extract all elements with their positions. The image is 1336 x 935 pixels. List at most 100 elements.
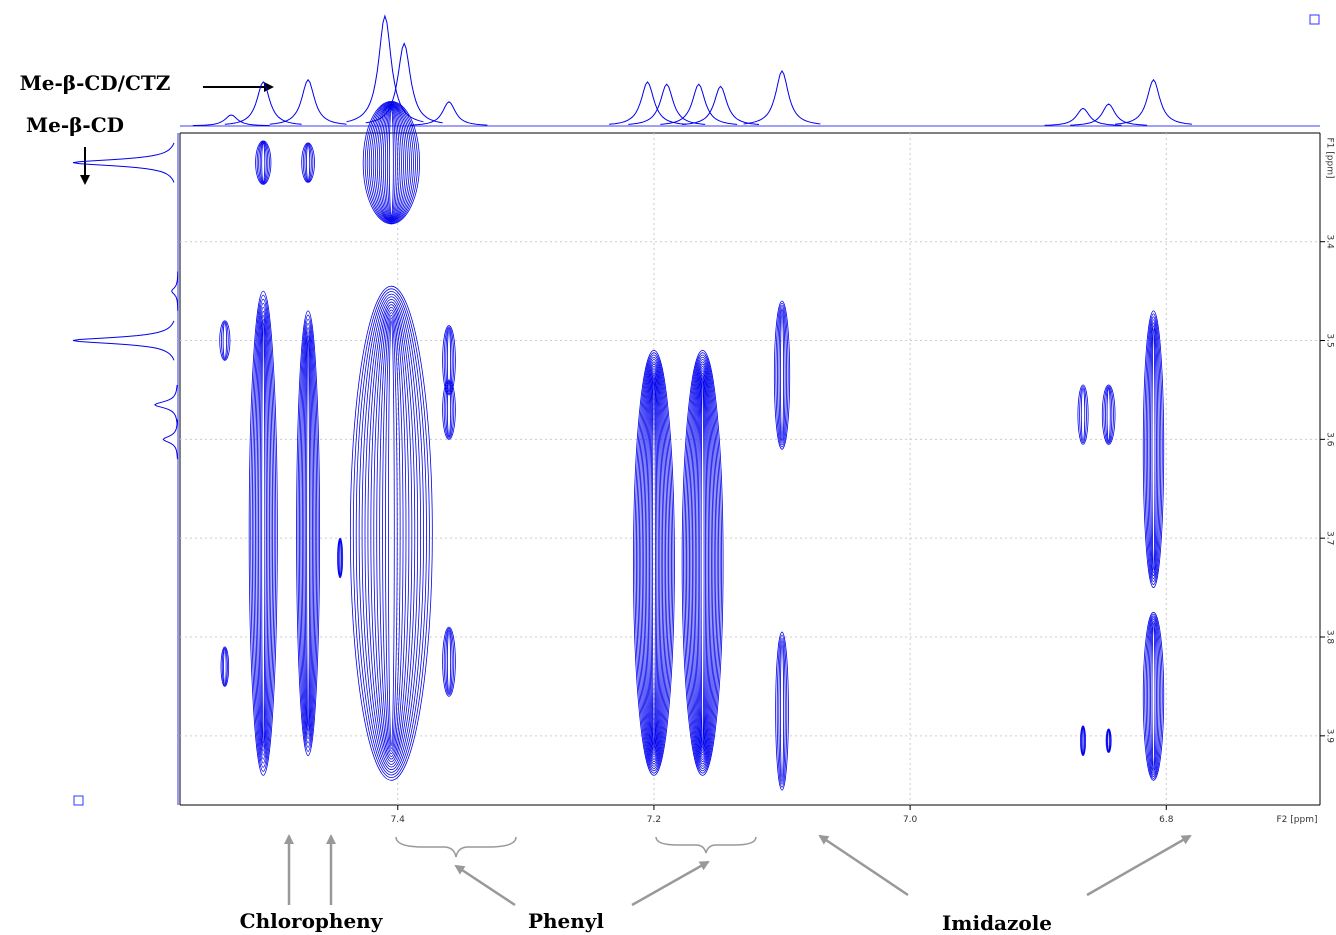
- contour-level: [446, 329, 451, 392]
- contour-level: [386, 108, 396, 217]
- contour-level: [689, 361, 717, 765]
- x-tick-label: 7.2: [647, 815, 661, 825]
- projection-peak: [72, 320, 175, 361]
- contour-level: [687, 359, 718, 767]
- contour-level: [780, 309, 784, 441]
- contour-level: [256, 141, 270, 185]
- contour-level: [445, 629, 453, 695]
- contour-level: [297, 314, 319, 752]
- contour-level: [372, 104, 410, 222]
- contour-level: [1148, 619, 1159, 774]
- contour-level: [778, 307, 786, 443]
- contour-level: [1150, 325, 1157, 574]
- contour-level: [775, 302, 789, 448]
- contour-level: [261, 322, 266, 744]
- projection-peak: [609, 81, 687, 125]
- contour-level: [1105, 386, 1113, 443]
- contour-level: [1080, 726, 1086, 756]
- projection-peak: [269, 78, 347, 125]
- contour-level: [644, 368, 664, 758]
- contour-level: [253, 302, 274, 764]
- contour-peak: [301, 142, 315, 183]
- annotation-arrows: [80, 82, 1192, 907]
- projection-peak: [1115, 78, 1192, 125]
- contour-level: [256, 310, 270, 756]
- contour-level: [261, 143, 266, 183]
- y-tick-label: 3.9: [1325, 729, 1335, 744]
- projection-peak: [743, 70, 821, 125]
- contour-level: [373, 306, 410, 760]
- contour-peak: [775, 631, 789, 791]
- annotation: Me-β-CD/CTZ: [20, 71, 171, 95]
- contour-level: [337, 537, 344, 579]
- contour-level: [1145, 615, 1162, 778]
- x-tick-label: 7.4: [391, 815, 406, 825]
- contour-peak: [349, 285, 433, 781]
- y-tick-label: 3.7: [1325, 531, 1335, 545]
- contour-level: [304, 335, 312, 731]
- projection-peak: [72, 142, 175, 183]
- contour-level: [696, 372, 709, 753]
- projection-peak: [154, 384, 178, 425]
- contour-level: [368, 102, 414, 223]
- contour-level: [349, 285, 433, 781]
- contour-level: [442, 626, 456, 697]
- contour-level: [300, 322, 316, 744]
- annotation: Phenyl: [528, 909, 604, 933]
- contour-level: [1142, 611, 1165, 781]
- contour-level: [690, 363, 715, 763]
- contour-level: [637, 356, 671, 769]
- contour-level: [780, 640, 785, 782]
- contour-level: [250, 294, 277, 772]
- contour-level: [376, 105, 406, 220]
- contour-level: [1142, 310, 1165, 588]
- contour-level: [219, 320, 231, 361]
- x-axis-label: F2 [ppm]: [1277, 815, 1318, 825]
- contour-peak: [248, 290, 278, 776]
- contour-level: [686, 356, 720, 769]
- contour-level: [361, 296, 422, 771]
- contour-level: [378, 106, 404, 220]
- contour-level: [306, 339, 310, 727]
- contour-level: [338, 539, 342, 577]
- contour-level: [778, 637, 786, 785]
- y-axis-label: F1 [ppm]: [1325, 138, 1335, 179]
- contour-level: [775, 631, 789, 791]
- contour-peak: [1077, 384, 1089, 445]
- contour-level: [1080, 725, 1086, 756]
- contour-peak: [255, 140, 272, 185]
- contour-level: [299, 318, 318, 748]
- contour-level: [304, 143, 312, 182]
- contour-level: [773, 300, 791, 450]
- projection-peak: [1070, 103, 1148, 126]
- contour-peak: [773, 300, 791, 450]
- contour-level: [301, 142, 315, 183]
- corner-box: [73, 795, 84, 806]
- contour-level: [221, 321, 229, 360]
- contour-level: [443, 628, 455, 696]
- contour-peak: [1142, 611, 1165, 781]
- contour-level: [635, 354, 672, 772]
- contour-level: [652, 379, 656, 747]
- contour-level: [367, 301, 416, 765]
- contour-level: [1079, 386, 1087, 444]
- contour-level: [1107, 729, 1110, 752]
- contour-level: [446, 630, 451, 693]
- contour-level: [352, 288, 430, 779]
- contour-level: [303, 331, 313, 736]
- y-tick-label: 3.5: [1325, 333, 1335, 347]
- contour-level: [1106, 387, 1111, 442]
- contour-level: [443, 326, 455, 394]
- corner-box: [1309, 14, 1320, 25]
- contour-level: [442, 325, 456, 396]
- contour-level: [259, 318, 267, 748]
- contour-level: [681, 350, 724, 776]
- contour-peak: [442, 325, 456, 396]
- contour-level: [633, 350, 675, 776]
- projection-peak: [628, 83, 706, 125]
- projection-peak: [162, 419, 178, 460]
- contour-level: [694, 370, 711, 756]
- contour-level: [693, 368, 712, 758]
- projection-peak: [224, 81, 302, 125]
